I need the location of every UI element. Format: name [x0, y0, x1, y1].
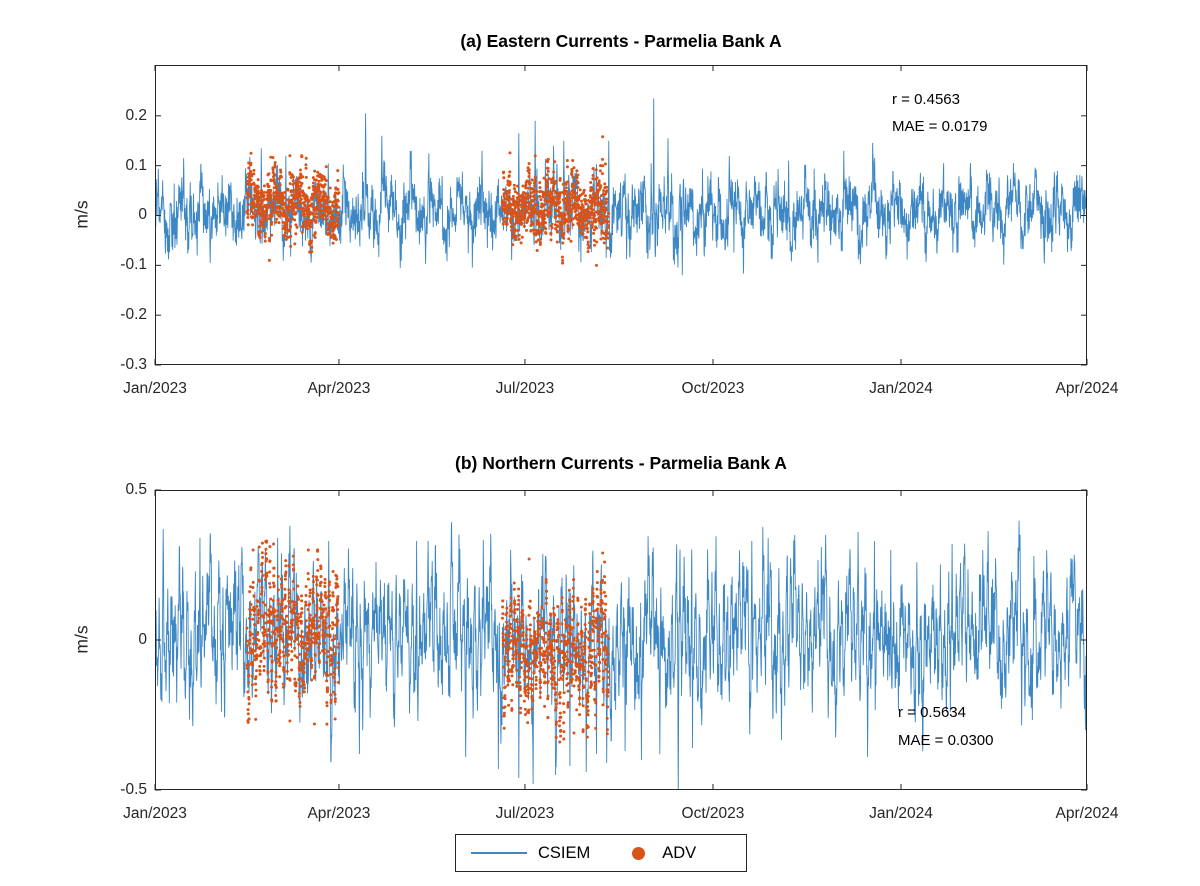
x-tick-label-b: Jan/2023 [123, 805, 187, 822]
y-tick-label-a: -0.3 [120, 356, 147, 373]
x-tick-label-b: Apr/2024 [1055, 805, 1119, 822]
subplot-b-annotation-mae: MAE = 0.0300 [898, 732, 994, 749]
x-tick-label-a: Apr/2023 [307, 380, 371, 397]
y-tick-label-a: 0 [138, 206, 147, 224]
y-tick-label-b: 0.5 [125, 481, 147, 498]
x-tick-label-b: Jan/2024 [869, 805, 933, 822]
x-tick-label-a: Jan/2023 [123, 380, 187, 397]
x-tick-label-b: Apr/2023 [307, 805, 371, 822]
subplot-b-title: (b) Northern Currents - Parmelia Bank A [455, 453, 787, 473]
legend: CSIEM ADV [455, 834, 747, 872]
x-tick-label-a: Oct/2023 [681, 380, 745, 397]
x-tick-label-a: Jul/2023 [495, 380, 555, 397]
subplot-b-annotation-r: r = 0.5634 [898, 704, 966, 721]
x-tick-label-a: Jan/2024 [869, 380, 933, 397]
legend-label-csiem: CSIEM [538, 843, 591, 862]
x-tick-label-b: Jul/2023 [495, 805, 555, 822]
subplot-a-title: (a) Eastern Currents - Parmelia Bank A [460, 31, 782, 51]
subplot-a-plot-area [154, 65, 1088, 366]
y-tick-label-b: 0 [138, 631, 147, 648]
subplot-a-annotation-mae: MAE = 0.0179 [892, 118, 988, 135]
legend-dot-sample-adv [632, 846, 646, 860]
legend-line-sample-csiem [471, 852, 527, 854]
y-tick-label-a: 0.1 [125, 156, 147, 174]
y-tick-label-a: -0.2 [120, 306, 147, 324]
y-tick-label-a: 0.2 [125, 106, 147, 124]
legend-label-adv: ADV [662, 843, 697, 862]
y-tick-label-b: -0.5 [120, 781, 147, 798]
subplot-b-plot-area [154, 489, 1088, 791]
x-tick-label-b: Oct/2023 [681, 805, 745, 822]
y-tick-label-a: -0.1 [120, 256, 147, 274]
x-tick-label-a: Apr/2024 [1055, 380, 1119, 397]
subplot-a-annotation-r: r = 0.4563 [892, 91, 960, 108]
